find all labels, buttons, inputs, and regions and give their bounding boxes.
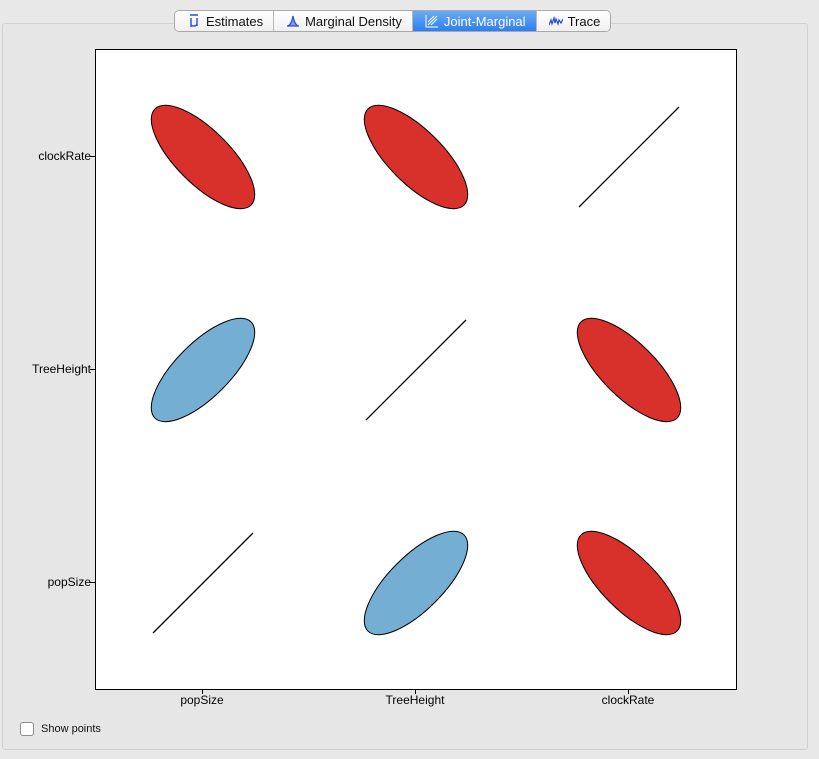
y-label-TreeHeight: TreeHeight [32,362,91,376]
x-tick-TreeHeight [415,689,416,694]
tab-joint-marginal-label: Joint-Marginal [443,13,526,29]
tab-trace[interactable]: Trace [535,11,611,31]
show-points-control[interactable]: Show points [20,722,101,736]
tab-joint-marginal[interactable]: Joint-Marginal [411,11,536,31]
x-tick-clockRate [628,689,629,694]
joint-marginal-plot [95,49,737,690]
y-tick-TreeHeight [90,369,95,370]
cell-popSize-popSize [152,532,254,634]
x-label-TreeHeight: TreeHeight [385,693,445,707]
y-tick-popSize [90,582,95,583]
cell-TreeHeight-popSize [150,317,256,423]
correlation-matrix [150,104,682,636]
tab-marginal-density[interactable]: Marginal Density [273,11,412,31]
cell-clockRate-TreeHeight [363,104,469,210]
cell-TreeHeight-clockRate [576,317,682,423]
y-label-popSize: popSize [47,575,91,589]
show-points-checkbox[interactable] [20,722,34,736]
show-points-label: Show points [41,723,101,735]
y-label-clockRate: clockRate [38,149,91,163]
tab-estimates[interactable]: Estimates [175,11,274,31]
joint-marginal-icon [425,14,439,28]
cell-clockRate-popSize [150,104,256,210]
mu-icon [187,14,201,28]
cell-popSize-clockRate [576,530,682,636]
tab-trace-label: Trace [567,13,601,29]
cell-TreeHeight-TreeHeight [365,319,467,421]
view-tab-bar: Estimates Marginal Density Joint-Margina… [174,10,612,32]
tab-marginal-density-label: Marginal Density [305,13,402,29]
x-label-popSize: popSize [180,693,224,707]
density-icon [286,14,300,28]
trace-icon [548,14,564,28]
y-tick-clockRate [90,156,95,157]
x-label-clockRate: clockRate [601,693,655,707]
x-tick-popSize [202,689,203,694]
tab-estimates-label: Estimates [206,13,264,29]
cell-popSize-TreeHeight [363,530,469,636]
cell-clockRate-clockRate [578,106,680,208]
